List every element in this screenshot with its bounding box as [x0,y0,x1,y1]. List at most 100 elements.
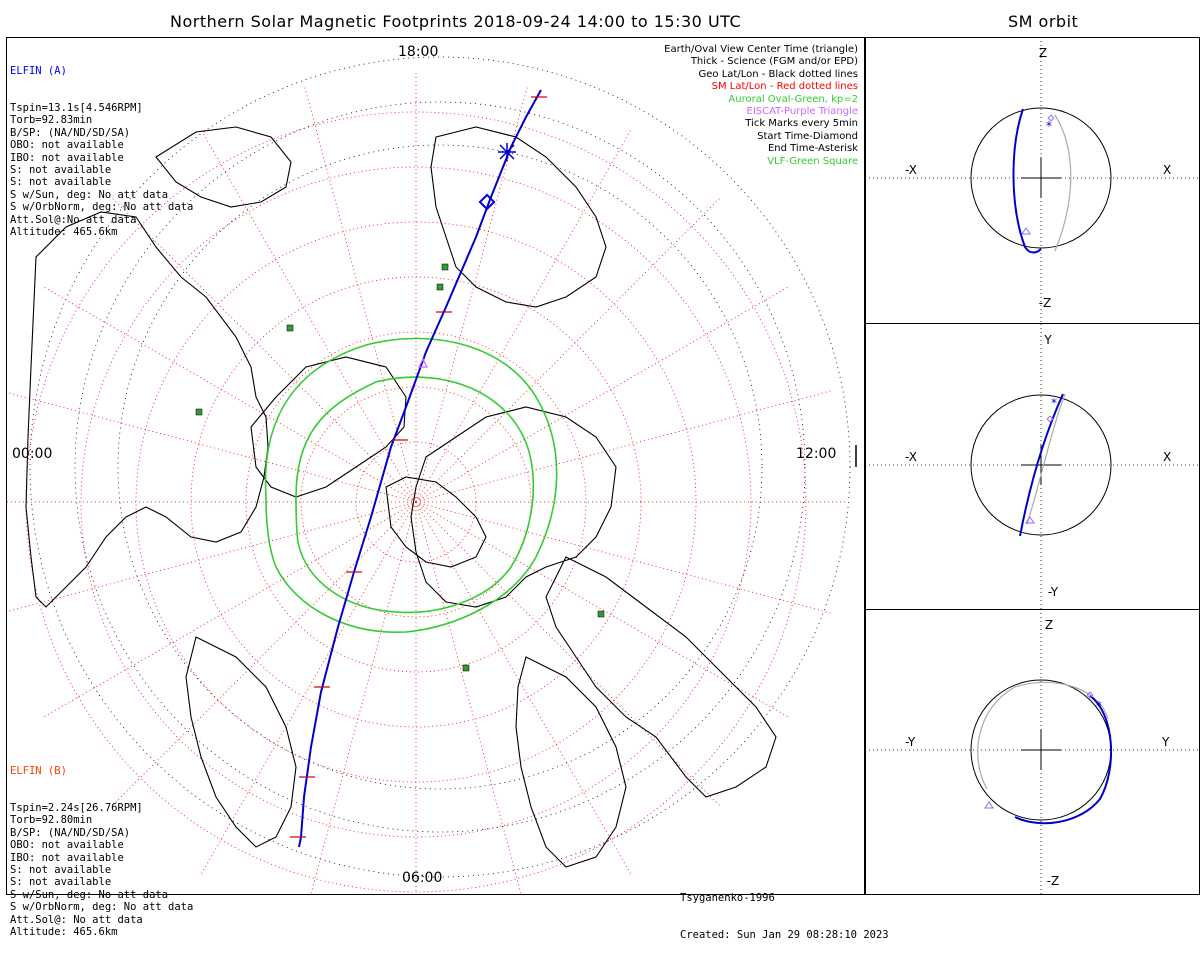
coastlines [25,126,777,868]
elfin-a-line: S: not available [10,164,112,177]
elfin-a-line: S: not available [10,176,112,189]
svg-text:*: * [1046,119,1052,133]
asia-coast [545,556,777,798]
footprint-map [6,56,857,895]
sm-latitude-circle [300,386,532,618]
elfin-a-line: Att.Sol@:No att data [10,213,137,226]
auroral-oval-outer [264,337,558,633]
elfin-a-track-line [298,89,542,848]
sm-longitude-line [415,501,832,614]
elfin-a-line: IBO: not available [10,151,124,164]
vlf-station-square [436,283,444,291]
time-label-left: 00:00 [12,446,53,462]
orbit-xz-axis-right: X [1163,163,1171,177]
elfin-b-line: Altitude: 465.6km [10,926,118,939]
svg-text:*: * [1096,699,1102,713]
legend-entry: Geo Lat/Lon - Black dotted lines [698,68,858,80]
elfin-b-name: ELFIN (B) [10,764,67,777]
sm-latitude-circle [80,166,752,838]
orbit-xy-axis-right: X [1163,450,1171,464]
orbit-xz-axis-left: -X [905,163,917,177]
sm-longitude-line [415,501,632,875]
legend-entry: SM Lat/Lon - Red dotted lines [711,81,858,93]
orbit-xy-axis-left: -X [905,450,917,464]
orbit-view-xz: Z -Z -X X * [865,37,1200,324]
elfin-a-lines: Tspin=13.1s[4.546RPM] Torb=92.83min B/SP: … [10,102,193,238]
sm-longitude-line [310,501,417,895]
model-name: Tsyganenko-1996 [680,891,775,904]
sm-longitude-line [415,501,721,807]
elfin-b-line: Torb=92.80min [10,814,93,827]
elfin-b-line: OBO: not available [10,839,124,852]
elfin-a-line: S w/Sun, deg: No att data [10,188,169,201]
sm-latitude-circle [245,331,587,673]
elfin-a-line: Altitude: 465.6km [10,226,118,239]
sm-longitude-line [415,197,721,503]
legend-entry: VLF-Green Square [767,155,858,167]
vlf-station-square [286,324,294,332]
elfin-b-line: S: not available [10,864,112,877]
south-america-coast [185,636,297,848]
orbit-xy-axis-top: Y [1043,333,1052,347]
eurasia-coast [410,406,617,608]
sm-longitude-line [6,501,417,613]
elfin-b-line: B/SP: (NA/ND/SD/SA) [10,826,131,839]
elfin-a-name: ELFIN (A) [10,64,67,77]
orbit-yz-axis-top: Z [1045,618,1053,632]
elfin-a-track [290,89,547,848]
main-title: Northern Solar Magnetic Footprints 2018-… [170,12,742,31]
sm-longitude-line [415,286,789,503]
elfin-a-info: ELFIN (A) Tspin=13.1s[4.546RPM] Torb=92.8… [10,40,193,251]
elfin-b-line: S w/Sun, deg: No att data [10,888,169,901]
orbit-xy-axis-bottom: -Y [1048,585,1059,599]
svg-text:*: * [1051,396,1057,410]
credits: Tsyganenko-1996 Created: Sun Jan 29 08:2… [680,867,889,954]
sm-longitude-line [415,501,522,895]
vlf-station-square [195,408,203,416]
vlf-station-square [441,263,449,271]
legend-entry: Start Time-Diamond [757,130,858,142]
legend-entry: End Time-Asterisk [767,143,858,155]
orbit-yz-axis-bottom: -Z [1047,874,1060,888]
sm-longitude-line [415,129,632,503]
vlf-stations [195,263,605,672]
sm-longitude-line [415,390,832,503]
orbit-title: SM orbit [1008,12,1079,31]
elfin-a-line: OBO: not available [10,139,124,152]
siberia-coast [430,126,607,308]
elfin-b-line: S: not available [10,876,112,889]
geo-grid [29,56,851,878]
legend: Earth/Oval View Center Time (triangle) Th… [664,44,858,168]
orbit-view-xy: Y -Y -X X * [865,324,1200,611]
arctic-islands [385,476,487,568]
elfin-b-line: IBO: not available [10,851,124,864]
elfin-a-line: B/SP: (NA/ND/SD/SA) [10,126,131,139]
alaska-coast [155,126,292,208]
elfin-b-line: S w/OrbNorm, deg: No att data [10,901,194,914]
elfin-b-line: Tspin=2.24s[26.76RPM] [10,802,143,815]
eiscat-triangle [418,357,428,368]
legend-entry: Tick Marks every 5min [745,118,858,130]
legend-entry: EISCAT-Purple Triangle [746,106,859,118]
sm-longitude-line [415,501,789,718]
auroral-oval [264,337,558,633]
orbit-yz-axis-right: Y [1161,735,1170,749]
vlf-station-square [462,664,470,672]
sm-longitude-line [43,286,417,503]
created-timestamp: Created: Sun Jan 29 08:28:10 2023 [680,929,889,942]
legend-entry: Auroral Oval-Green, kp=2 [728,93,858,105]
elfin-b-info: ELFIN (B) Tspin=2.24s[26.76RPM] Torb=92.8… [10,740,193,951]
track-tick-marks [290,96,547,838]
vlf-station-square [597,610,605,618]
elfin-a-line: Tspin=13.1s[4.546RPM] [10,102,143,115]
legend-entry: Thick - Science (FGM and/or EPD) [690,56,858,68]
time-label-top: 18:00 [398,44,439,60]
elfin-b-lines: Tspin=2.24s[26.76RPM] Torb=92.80min B/SP: … [10,802,193,938]
orbit-xz-axis-bottom: -Z [1039,296,1052,310]
time-label-right: 12:00 [796,446,837,462]
start-time-diamond [478,193,496,211]
end-time-asterisk [498,143,516,161]
sm-longitude-line [6,391,417,503]
elfin-b-line: Att.Sol@: No att data [10,913,143,926]
elfin-a-line: S w/OrbNorm, deg: No att data [10,201,194,214]
